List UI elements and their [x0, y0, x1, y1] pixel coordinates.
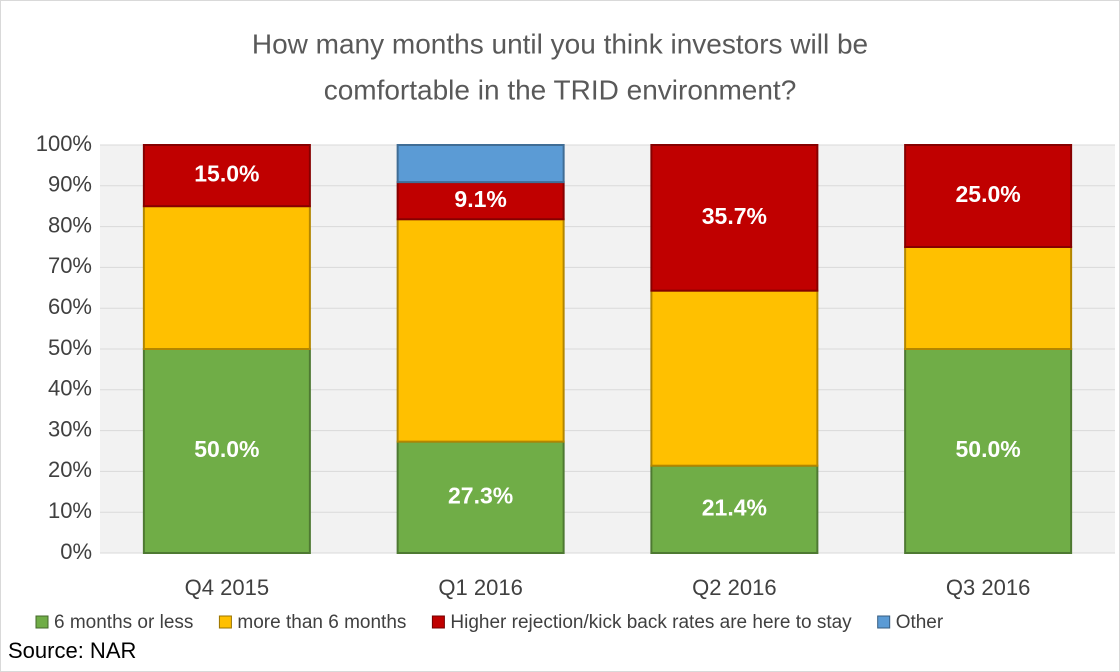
y-tick-label: 80% [48, 212, 92, 237]
bar-segment [904, 246, 1073, 350]
legend-label: Other [896, 612, 944, 633]
data-label: 50.0% [194, 436, 259, 462]
y-tick-label: 10% [48, 498, 92, 523]
chart-title: comfortable in the TRID environment? [324, 74, 797, 105]
legend-swatch [431, 615, 445, 629]
source: Source: NAR [8, 638, 136, 663]
legend-label: 6 months or less [54, 612, 193, 633]
bar-segment [904, 144, 1073, 248]
legend-swatch [877, 615, 891, 629]
bar-segment [396, 181, 565, 221]
bar-segment [650, 464, 819, 554]
legend-label: more than 6 months [237, 612, 406, 633]
data-label: 27.3% [448, 482, 513, 508]
bar-segment [650, 144, 819, 292]
y-tick-label: 60% [48, 294, 92, 319]
y-tick-label: 0% [60, 539, 92, 564]
legend-label: Higher rejection/kick back rates are her… [450, 612, 852, 633]
bar-segment [904, 348, 1073, 554]
y-tick-label: 20% [48, 457, 92, 482]
bar-segment [650, 289, 819, 467]
x-tick-label: Q3 2016 [946, 575, 1030, 600]
legend-swatch [218, 615, 232, 629]
y-tick-label: 100% [36, 131, 92, 156]
bar-segment [396, 218, 565, 443]
y-tick-label: 50% [48, 335, 92, 360]
y-tick-label: 40% [48, 376, 92, 401]
y-tick-label: 90% [48, 172, 92, 197]
chart-title: How many months until you think investor… [252, 28, 868, 59]
bar-segment [396, 440, 565, 554]
bar-segment [142, 205, 311, 350]
data-label: 9.1% [454, 186, 506, 212]
y-tick-label: 30% [48, 416, 92, 441]
x-tick-label: Q1 2016 [438, 575, 522, 600]
x-tick-label: Q2 2016 [692, 575, 776, 600]
bar-segment [142, 144, 311, 208]
x-tick-label: Q4 2015 [185, 575, 269, 600]
bar-segment [142, 348, 311, 554]
y-tick-label: 70% [48, 253, 92, 278]
data-label: 35.7% [702, 203, 767, 229]
legend-swatch [35, 615, 49, 629]
data-label: 25.0% [956, 181, 1021, 207]
data-label: 15.0% [194, 161, 259, 187]
data-label: 50.0% [956, 436, 1021, 462]
bar-segment [396, 144, 565, 184]
data-label: 21.4% [702, 494, 767, 520]
